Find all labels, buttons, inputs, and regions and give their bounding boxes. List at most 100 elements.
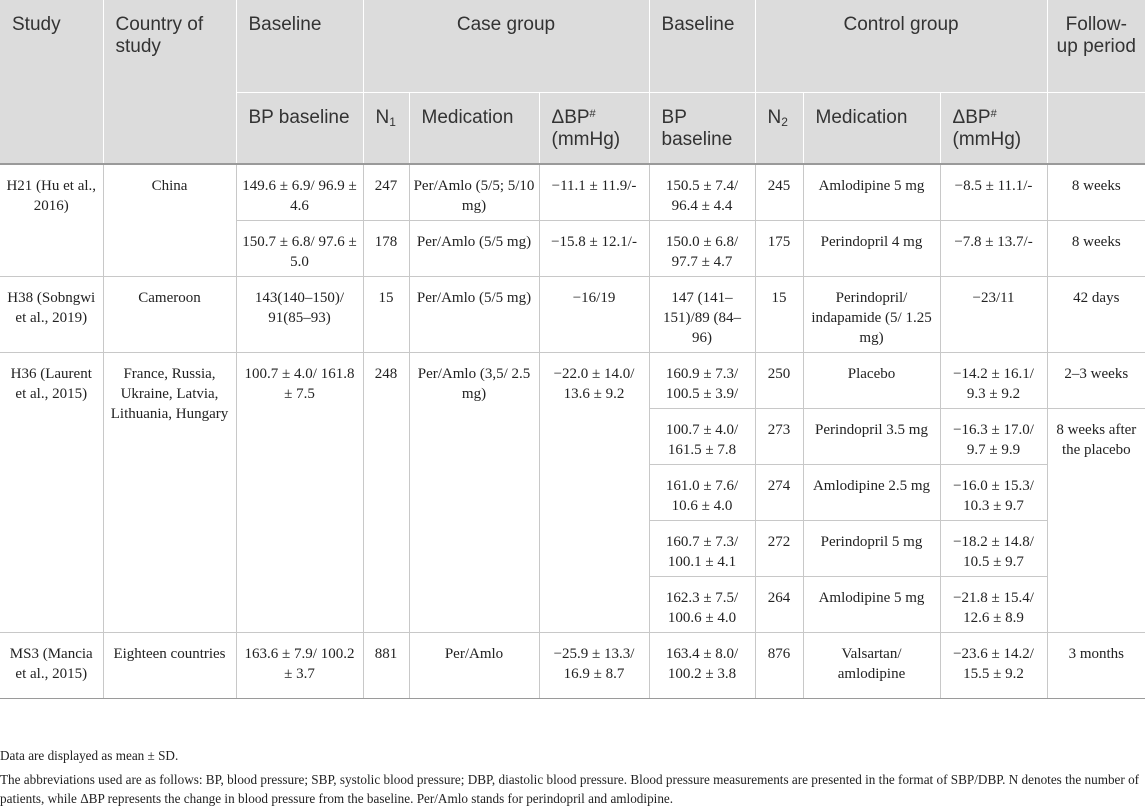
cell-control-delta-bp: −7.8 ± 13.7/- <box>940 220 1048 277</box>
cell-control-medication: Amlodipine 5 mg <box>803 164 941 221</box>
footnote-abbreviations: The abbreviations used are as follows: B… <box>0 772 1140 806</box>
cell-control-medication: Amlodipine 5 mg <box>803 576 941 633</box>
cell-control-bp: 150.5 ± 7.4/ 96.4 ± 4.4 <box>649 164 756 221</box>
delta-case-symbol: ΔBP <box>551 106 590 128</box>
cell-n1: 178 <box>363 220 410 277</box>
cell-follow-up: 3 months <box>1047 632 1145 699</box>
cell-n1: 15 <box>363 276 410 353</box>
n2-letter: N <box>767 106 782 128</box>
cell-n2: 264 <box>755 576 804 633</box>
table-footnotes: Data are displayed as mean ± SD. The abb… <box>0 746 1145 808</box>
cell-control-bp: 147 (141–151)/89 (84–96) <box>649 276 756 353</box>
cell-n2: 876 <box>755 632 804 699</box>
header-study: Study <box>0 0 104 165</box>
header-delta-bp-case: ΔBP# (mmHg) <box>539 92 650 164</box>
header-n2: N2 <box>755 92 804 164</box>
delta-case-sup: # <box>589 107 596 120</box>
table-row: 100.7 ± 4.0/ 161.5 ± 7.8 273 Perindopril… <box>0 408 1145 633</box>
cell-case-medication: Per/Amlo (5/5; 5/10 mg) <box>409 164 540 221</box>
header-bp-baseline-case: BP baseline <box>236 92 364 164</box>
header-bp-baseline-control: BP baseline <box>649 92 756 164</box>
cell-country: Eighteen countries <box>103 632 237 699</box>
cell-country: Cameroon <box>103 276 237 353</box>
cell-n1: 247 <box>363 164 410 221</box>
cell-control-medication: Perindopril 3.5 mg <box>803 408 941 465</box>
cell-control-delta-bp: −16.0 ± 15.3/ 10.3 ± 9.7 <box>940 464 1048 521</box>
cell-control-delta-bp: −23/11 <box>940 276 1048 353</box>
cell-case-delta-bp: −16/19 <box>539 276 650 353</box>
cell-n2: 245 <box>755 164 804 221</box>
table-row: 150.7 ± 6.8/ 97.6 ± 5.0 178 Per/Amlo (5/… <box>0 220 1145 277</box>
cell-n1: 248 <box>363 352 410 633</box>
cell-n2: 274 <box>755 464 804 521</box>
table-row: 161.0 ± 7.6/ 10.6 ± 4.0 274 Amlodipine 2… <box>0 464 1145 521</box>
header-row-sub: BP baseline N1 Medication ΔBP# (mmHg) BP … <box>0 92 1145 164</box>
table-row: H21 (Hu et al., 2016) China 149.6 ± 6.9/… <box>0 164 1145 277</box>
n1-letter: N <box>375 106 390 128</box>
cell-follow-up: 8 weeks <box>1047 220 1145 277</box>
cell-control-delta-bp: −23.6 ± 14.2/ 15.5 ± 9.2 <box>940 632 1048 699</box>
cell-control-medication: Amlodipine 2.5 mg <box>803 464 941 521</box>
header-medication-control: Medication <box>803 92 941 164</box>
delta-control-sup: # <box>990 107 997 120</box>
header-follow-up: Follow-up period <box>1047 0 1145 93</box>
cell-case-bp: 150.7 ± 6.8/ 97.6 ± 5.0 <box>236 220 364 277</box>
cell-control-bp: 160.9 ± 7.3/ 100.5 ± 3.9/ <box>649 352 756 409</box>
cell-case-delta-bp: −11.1 ± 11.9/- <box>539 164 650 221</box>
cell-case-medication: Per/Amlo (5/5 mg) <box>409 276 540 353</box>
cell-control-delta-bp: −18.2 ± 14.8/ 10.5 ± 9.7 <box>940 520 1048 577</box>
cell-control-bp: 161.0 ± 7.6/ 10.6 ± 4.0 <box>649 464 756 521</box>
cell-case-medication: Per/Amlo (5/5 mg) <box>409 220 540 277</box>
cell-study: MS3 (Mancia et al., 2015) <box>0 632 104 699</box>
cell-case-delta-bp: −25.9 ± 13.3/ 16.9 ± 8.7 <box>539 632 650 699</box>
header-control-group: Control group <box>755 0 1048 93</box>
cell-case-delta-bp: −22.0 ± 14.0/ 13.6 ± 9.2 <box>539 352 650 633</box>
table-row: H38 (Sobngwi et al., 2019) Cameroon 143(… <box>0 276 1145 353</box>
cell-case-bp: 149.6 ± 6.9/ 96.9 ± 4.6 <box>236 164 364 221</box>
table-row: 160.7 ± 7.3/ 100.1 ± 4.1 272 Perindopril… <box>0 520 1145 577</box>
cell-control-medication: Perindopril/ indapamide (5/ 1.25 mg) <box>803 276 941 353</box>
header-baseline-case: Baseline <box>236 0 364 93</box>
table-row: 162.3 ± 7.5/ 100.6 ± 4.0 264 Amlodipine … <box>0 576 1145 633</box>
cell-country: China <box>103 164 237 277</box>
table-row: H36 (Laurent et al., 2015) France, Russi… <box>0 352 1145 633</box>
cell-control-bp: 162.3 ± 7.5/ 100.6 ± 4.0 <box>649 576 756 633</box>
cell-control-bp: 160.7 ± 7.3/ 100.1 ± 4.1 <box>649 520 756 577</box>
cell-control-medication: Perindopril 5 mg <box>803 520 941 577</box>
delta-case-unit: (mmHg) <box>551 128 621 150</box>
cell-follow-up: 42 days <box>1047 276 1145 353</box>
header-n1: N1 <box>363 92 410 164</box>
cell-case-delta-bp: −15.8 ± 12.1/- <box>539 220 650 277</box>
cell-n2: 272 <box>755 520 804 577</box>
n1-subscript: 1 <box>389 114 396 129</box>
cell-n2: 15 <box>755 276 804 353</box>
cell-follow-up: 8 weeks <box>1047 164 1145 221</box>
delta-control-symbol: ΔBP <box>952 106 991 128</box>
cell-control-delta-bp: −16.3 ± 17.0/ 9.7 ± 9.9 <box>940 408 1048 465</box>
cell-study: H38 (Sobngwi et al., 2019) <box>0 276 104 353</box>
cell-follow-up: 8 weeks after the placebo <box>1047 408 1145 633</box>
header-baseline-control: Baseline <box>649 0 756 93</box>
footnote-data-format: Data are displayed as mean ± SD. <box>0 748 179 763</box>
cell-control-delta-bp: −14.2 ± 16.1/ 9.3 ± 9.2 <box>940 352 1048 409</box>
header-follow-up-blank <box>1047 92 1145 164</box>
header-delta-bp-control: ΔBP# (mmHg) <box>940 92 1048 164</box>
cell-control-bp: 150.0 ± 6.8/ 97.7 ± 4.7 <box>649 220 756 277</box>
cell-n2: 175 <box>755 220 804 277</box>
header-row-top: Study Country of study Baseline Case gro… <box>0 0 1145 165</box>
cell-follow-up: 2–3 weeks <box>1047 352 1145 409</box>
cell-n2: 250 <box>755 352 804 409</box>
cell-study: H36 (Laurent et al., 2015) <box>0 352 104 633</box>
cell-control-medication: Placebo <box>803 352 941 409</box>
cell-control-medication: Perindopril 4 mg <box>803 220 941 277</box>
cell-n1: 881 <box>363 632 410 699</box>
table-container: Study Country of study Baseline Case gro… <box>0 0 1145 699</box>
cell-n2: 273 <box>755 408 804 465</box>
cell-case-bp: 100.7 ± 4.0/ 161.8 ± 7.5 <box>236 352 364 633</box>
cell-case-medication: Per/Amlo <box>409 632 540 699</box>
cell-control-delta-bp: −21.8 ± 15.4/ 12.6 ± 8.9 <box>940 576 1048 633</box>
cell-country: France, Russia, Ukraine, Latvia, Lithuan… <box>103 352 237 633</box>
delta-control-unit: (mmHg) <box>952 128 1022 150</box>
cell-control-delta-bp: −8.5 ± 11.1/- <box>940 164 1048 221</box>
cell-case-bp: 143(140–150)/ 91(85–93) <box>236 276 364 353</box>
